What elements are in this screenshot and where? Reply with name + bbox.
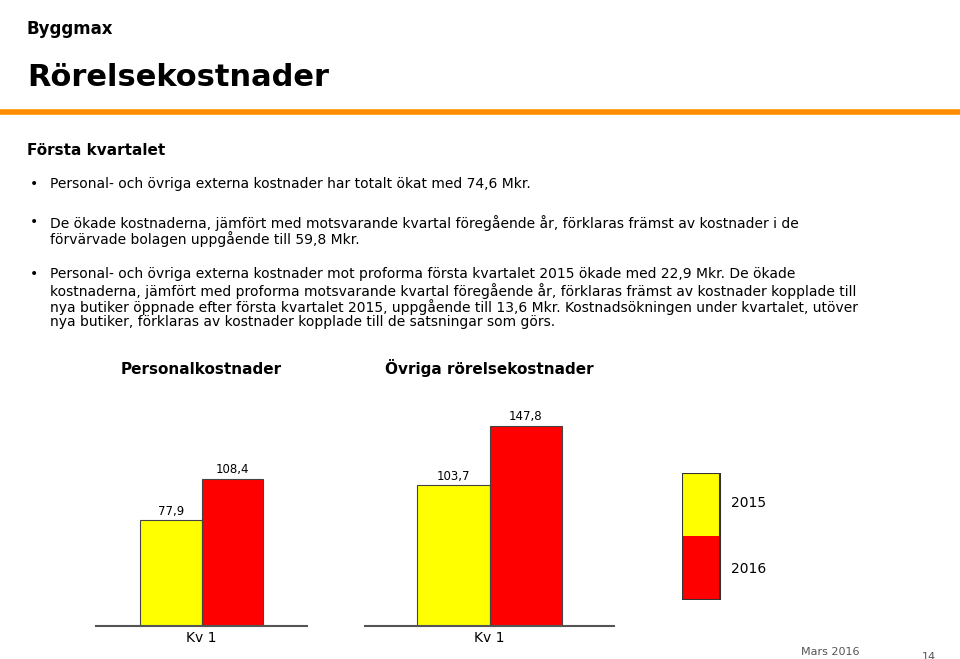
Text: 77,9: 77,9 xyxy=(157,505,184,518)
Text: kostnaderna, jämfört med proforma motsvarande kvartal föregående år, förklaras f: kostnaderna, jämfört med proforma motsva… xyxy=(50,283,856,299)
Text: Mars 2016: Mars 2016 xyxy=(801,647,859,657)
Bar xyxy=(682,473,720,600)
Bar xyxy=(140,521,202,626)
Text: Personal- och övriga externa kostnader har totalt ökat med 74,6 Mkr.: Personal- och övriga externa kostnader h… xyxy=(50,177,531,191)
Text: nya butiker, förklaras av kostnader kopplade till de satsningar som görs.: nya butiker, förklaras av kostnader kopp… xyxy=(50,315,555,330)
Text: •: • xyxy=(30,177,38,191)
Text: •: • xyxy=(30,268,38,281)
Text: förvärvade bolagen uppgående till 59,8 Mkr.: förvärvade bolagen uppgående till 59,8 M… xyxy=(50,231,360,247)
Bar xyxy=(682,473,720,536)
Text: 2016: 2016 xyxy=(731,562,766,576)
Text: De ökade kostnaderna, jämfört med motsvarande kvartal föregående år, förklaras f: De ökade kostnaderna, jämfört med motsva… xyxy=(50,215,799,231)
Text: Övriga rörelsekostnader: Övriga rörelsekostnader xyxy=(385,359,594,377)
Text: Första kvartalet: Första kvartalet xyxy=(27,143,165,158)
Text: nya butiker öppnade efter första kvartalet 2015, uppgående till 13,6 Mkr. Kostna: nya butiker öppnade efter första kvartal… xyxy=(50,299,858,315)
Bar xyxy=(682,536,720,600)
Text: 14: 14 xyxy=(922,652,936,659)
Text: Byggmax: Byggmax xyxy=(27,20,113,38)
Text: 2015: 2015 xyxy=(731,496,766,510)
Bar xyxy=(490,426,563,626)
Text: Personal- och övriga externa kostnader mot proforma första kvartalet 2015 ökade : Personal- och övriga externa kostnader m… xyxy=(50,268,796,281)
Text: Personalkostnader: Personalkostnader xyxy=(121,362,282,377)
Text: 108,4: 108,4 xyxy=(216,463,249,476)
Text: Rörelsekostnader: Rörelsekostnader xyxy=(27,63,329,92)
Bar xyxy=(202,479,263,626)
Text: 147,8: 147,8 xyxy=(509,410,542,423)
Text: 103,7: 103,7 xyxy=(437,470,470,482)
Text: •: • xyxy=(30,215,38,229)
Bar xyxy=(417,485,490,626)
